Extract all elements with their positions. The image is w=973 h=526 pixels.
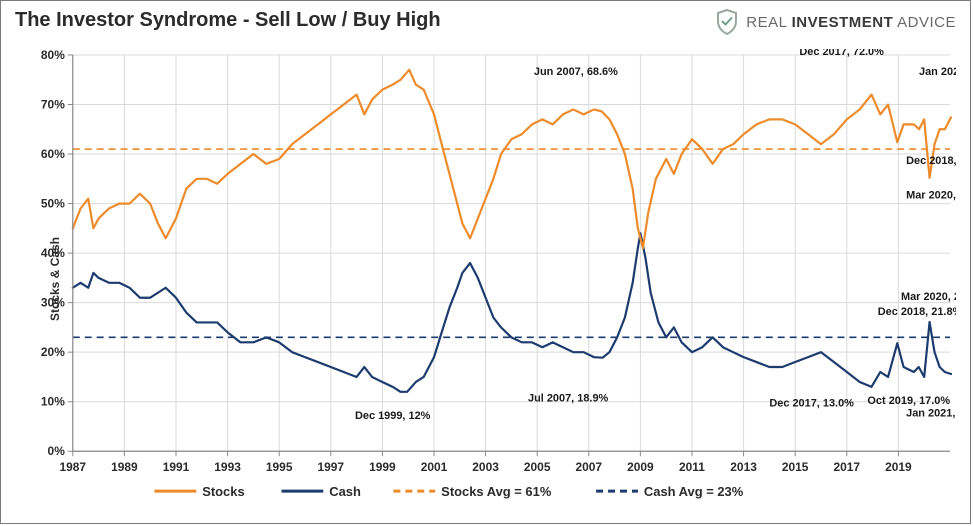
series-cash [73, 233, 951, 392]
ytick-label: 70% [41, 97, 65, 111]
xtick-label: 2007 [576, 460, 603, 474]
series-stocks [73, 70, 951, 248]
annotation: Jan 2021, 15.6% [906, 408, 956, 420]
header: The Investor Syndrome - Sell Low / Buy H… [15, 9, 956, 43]
xtick-label: 1999 [369, 460, 396, 474]
xtick-label: 2019 [885, 460, 912, 474]
legend-label-cash_avg: Cash Avg = 23% [644, 484, 744, 499]
annotation: Mar 2020, 55.2% [906, 190, 956, 202]
annotation: Mar 2020, 26.1% [901, 291, 956, 303]
xtick-label: 2015 [782, 460, 809, 474]
shield-icon [716, 9, 738, 35]
chart-container: The Investor Syndrome - Sell Low / Buy H… [0, 0, 971, 524]
xtick-label: 2011 [679, 460, 705, 474]
annotation: Dec 2018, 21.8% [878, 306, 956, 318]
ytick-label: 80% [41, 49, 65, 62]
xtick-label: 1995 [266, 460, 293, 474]
ytick-label: 50% [41, 197, 65, 211]
ytick-label: 20% [41, 345, 65, 359]
legend: Stocks Cash Stocks Avg = 61% Cash Avg = 23% [154, 484, 743, 499]
xtick-label: 2001 [421, 460, 448, 474]
xtick-label: 2013 [730, 460, 757, 474]
brand-logo: REAL INVESTMENT ADVICE [716, 9, 956, 35]
xtick-label: 2009 [627, 460, 654, 474]
xtick-label: 1987 [60, 460, 87, 474]
chart-title: The Investor Syndrome - Sell Low / Buy H… [15, 9, 441, 31]
annotation: Dec 1999, 12% [355, 410, 431, 422]
chart-area: Stocks & Cash 0%10%20%30%40%50%60%70%80%… [15, 49, 956, 509]
annotation: Dec 2018, 62.4% [906, 155, 956, 167]
xtick-label: 2003 [472, 460, 499, 474]
ytick-label: 0% [48, 444, 66, 458]
brand-word-1: REAL [746, 14, 787, 31]
legend-label-cash: Cash [329, 484, 361, 499]
ytick-label: 60% [41, 147, 65, 161]
y-axis-label: Stocks & Cash [48, 237, 62, 321]
annotation: Dec 2017, 72.0% [799, 49, 884, 58]
xtick-label: 2017 [834, 460, 861, 474]
xtick-label: 1991 [163, 460, 190, 474]
annotation: Jun 2007, 68.6% [534, 66, 618, 78]
xtick-label: 1989 [111, 460, 138, 474]
annotation: Oct 2019, 17.0% [867, 395, 950, 407]
xtick-label: 2005 [524, 460, 551, 474]
brand-word-2: INVESTMENT [792, 14, 894, 31]
brand-word-3: ADVICE [897, 14, 956, 31]
ytick-label: 10% [41, 395, 65, 409]
xtick-label: 1997 [318, 460, 345, 474]
chart-svg: 0%10%20%30%40%50%60%70%80%19871989199119… [15, 49, 956, 509]
annotation: Dec 2017, 13.0% [769, 398, 854, 410]
legend-label-stocks_avg: Stocks Avg = 61% [441, 484, 552, 499]
annotation: Jul 2007, 18.9% [528, 393, 609, 405]
legend-label-stocks: Stocks [202, 484, 244, 499]
xtick-label: 1993 [214, 460, 241, 474]
annotation: Jan 2021, 67.4% [919, 66, 956, 78]
